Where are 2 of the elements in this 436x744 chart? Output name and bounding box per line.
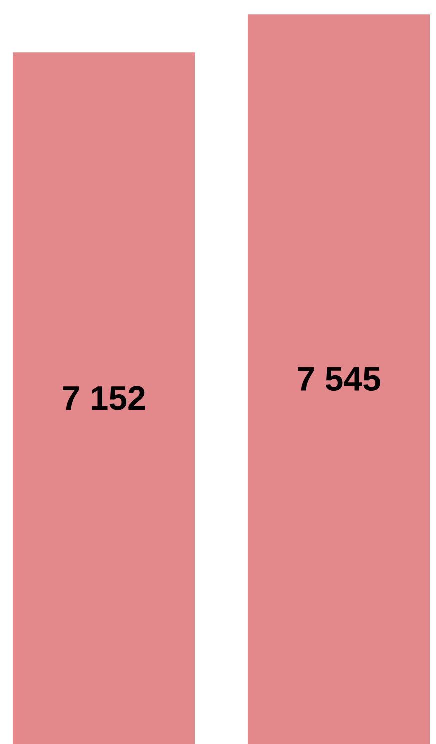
data-label: 7 545 bbox=[298, 367, 380, 392]
data-label: 7 152 bbox=[63, 386, 145, 410]
